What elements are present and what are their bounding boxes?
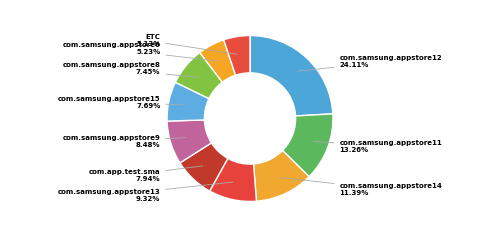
Wedge shape — [180, 143, 228, 191]
Wedge shape — [167, 82, 209, 121]
Wedge shape — [200, 40, 235, 82]
Text: com.app.test.sma
7.94%: com.app.test.sma 7.94% — [89, 166, 203, 182]
Text: com.samsung.appstore6
5.23%: com.samsung.appstore6 5.23% — [62, 42, 217, 61]
Text: com.samsung.appstore11
13.26%: com.samsung.appstore11 13.26% — [314, 140, 442, 153]
Wedge shape — [224, 36, 250, 75]
Wedge shape — [210, 158, 256, 201]
Text: ETC
5.13%: ETC 5.13% — [136, 34, 237, 54]
Text: com.samsung.appstore9
8.48%: com.samsung.appstore9 8.48% — [62, 135, 186, 148]
Wedge shape — [282, 114, 333, 177]
Wedge shape — [254, 150, 309, 201]
Wedge shape — [176, 53, 222, 99]
Text: com.samsung.appstore14
11.39%: com.samsung.appstore14 11.39% — [280, 178, 442, 196]
Text: com.samsung.appstore13
9.32%: com.samsung.appstore13 9.32% — [58, 182, 234, 202]
Wedge shape — [250, 36, 333, 116]
Text: com.samsung.appstore12
24.11%: com.samsung.appstore12 24.11% — [297, 55, 442, 71]
Text: com.samsung.appstore8
7.45%: com.samsung.appstore8 7.45% — [62, 62, 197, 77]
Wedge shape — [167, 120, 212, 163]
Text: com.samsung.appstore15
7.69%: com.samsung.appstore15 7.69% — [58, 96, 184, 109]
